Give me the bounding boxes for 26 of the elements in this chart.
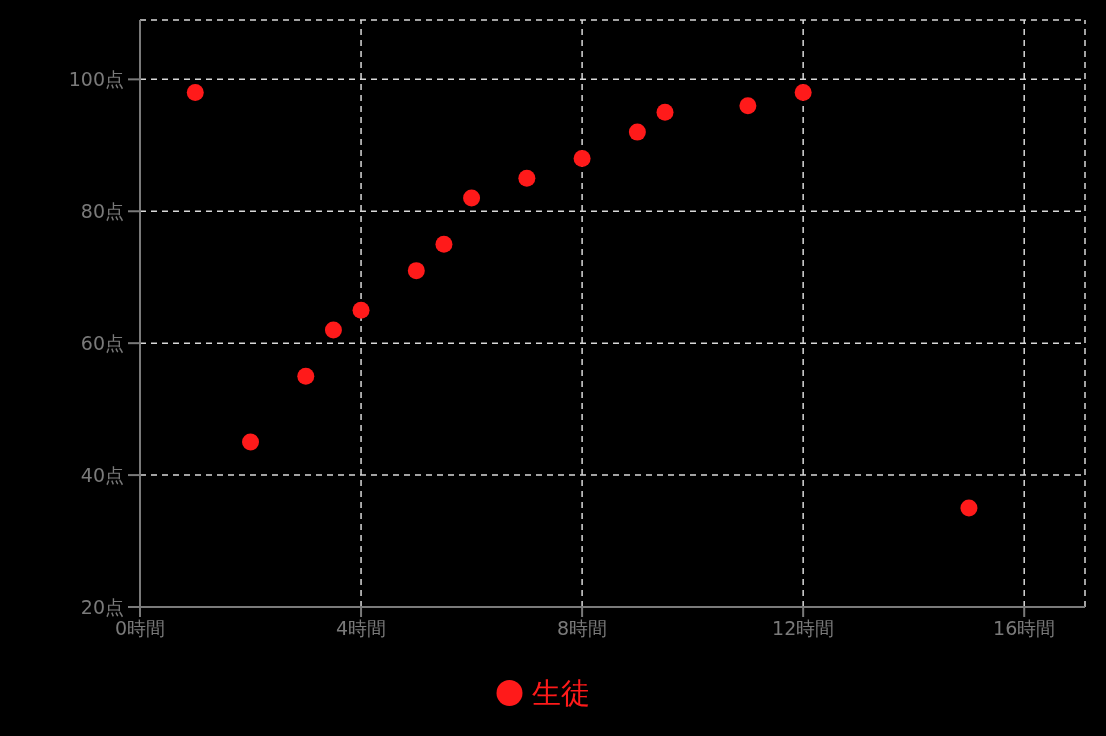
y-tick-label: 80点 [80,199,124,222]
y-tick-label: 60点 [80,331,124,354]
point [518,169,536,187]
point [628,123,646,141]
point [407,262,425,280]
point [186,84,204,102]
point [435,235,453,253]
x-tick-label: 4時間 [336,617,387,639]
point [463,189,481,207]
point [573,150,591,168]
point [739,97,757,115]
point [352,301,370,319]
x-tick-label: 16時間 [993,617,1056,639]
y-tick-label: 100点 [68,68,124,91]
point [297,367,315,385]
point [960,499,978,517]
point [242,433,260,451]
point [794,84,812,102]
y-tick-label: 40点 [80,463,124,486]
legend-label: 生徒 [531,676,590,711]
x-tick-label: 8時間 [557,617,608,639]
x-tick-label: 0時間 [114,617,166,639]
y-tick-label: 20点 [80,595,124,618]
x-tick-label: 12時間 [772,617,835,639]
point [656,103,674,121]
point [324,321,342,339]
